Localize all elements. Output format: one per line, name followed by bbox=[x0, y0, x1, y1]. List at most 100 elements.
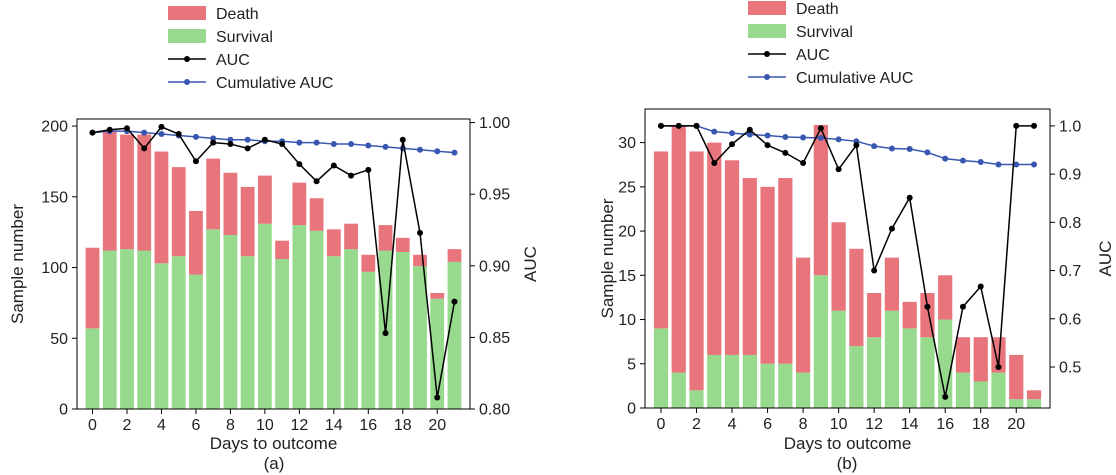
bar-death bbox=[378, 225, 393, 251]
auc-point bbox=[995, 364, 1002, 371]
cumulative-auc-point bbox=[782, 133, 789, 140]
y2-tick-label: 0.5 bbox=[1059, 360, 1081, 377]
x-tick-label: 10 bbox=[830, 416, 848, 433]
auc-point bbox=[729, 141, 736, 148]
x-tick-label: 0 bbox=[88, 417, 97, 434]
bar-death bbox=[447, 249, 462, 262]
bar-death bbox=[653, 151, 669, 329]
legend-label: Death bbox=[796, 1, 839, 18]
bar-death bbox=[85, 247, 100, 329]
y2-tick-label: 0.80 bbox=[479, 402, 510, 419]
bar-survival bbox=[973, 381, 988, 408]
bar-survival bbox=[395, 251, 410, 409]
auc-point bbox=[924, 303, 931, 310]
auc-point bbox=[399, 136, 406, 143]
auc-point bbox=[365, 166, 372, 173]
panel-label: (b) bbox=[837, 454, 858, 473]
auc-point bbox=[141, 145, 148, 152]
auc-point bbox=[210, 139, 217, 146]
bar-death bbox=[275, 240, 290, 260]
legend-label: Cumulative AUC bbox=[796, 70, 913, 87]
bar-survival bbox=[137, 250, 152, 409]
bar-survival bbox=[707, 354, 722, 408]
cumulative-auc-point bbox=[382, 143, 389, 150]
x-axis-label: Days to outcome bbox=[784, 434, 912, 453]
bar-survival bbox=[778, 363, 793, 408]
y2-tick-label: 1.00 bbox=[479, 115, 510, 132]
bar-death bbox=[938, 275, 953, 320]
auc-point bbox=[348, 172, 355, 179]
bar-death bbox=[760, 186, 775, 364]
auc-point bbox=[158, 123, 165, 130]
auc-point bbox=[244, 145, 251, 152]
panel-label: (a) bbox=[264, 454, 285, 473]
bar-death bbox=[902, 301, 917, 329]
bar-death bbox=[671, 124, 686, 373]
cumulative-auc-point bbox=[313, 139, 320, 146]
y-axis-label: Sample number bbox=[598, 198, 617, 318]
legend-marker-auc bbox=[184, 56, 190, 62]
legend-label: Death bbox=[216, 6, 259, 23]
bar-death bbox=[1009, 354, 1024, 400]
cumulative-auc-point bbox=[210, 135, 217, 142]
chart-panel-1: 0 2 4 6 8 10 12 14 16 18 200501001502000.800.850.9… bbox=[8, 6, 540, 473]
bar-death bbox=[223, 172, 238, 235]
bar-death bbox=[1026, 390, 1042, 400]
y-tick-label: 15 bbox=[618, 268, 636, 285]
bar-death bbox=[831, 222, 846, 311]
legend-swatch-death bbox=[748, 1, 786, 15]
bar-survival bbox=[760, 363, 775, 408]
bar-survival bbox=[849, 346, 864, 408]
legend-swatch-death bbox=[168, 6, 206, 20]
cumulative-auc-point bbox=[817, 134, 824, 141]
bar-survival bbox=[154, 263, 169, 409]
bar-survival bbox=[902, 328, 917, 408]
bar-death bbox=[973, 337, 988, 382]
bar-death bbox=[257, 175, 272, 224]
bar-survival bbox=[292, 225, 307, 409]
x-tick-label: 16 bbox=[359, 417, 377, 434]
cumulative-auc-point bbox=[417, 146, 424, 153]
x-tick-label: 18 bbox=[394, 417, 412, 434]
bar-death bbox=[240, 186, 255, 257]
x-axis-label: Days to outcome bbox=[210, 434, 338, 453]
bar-survival bbox=[240, 256, 255, 409]
auc-point bbox=[382, 330, 389, 337]
auc-point bbox=[746, 126, 753, 133]
bar-death bbox=[120, 134, 134, 250]
cumulative-auc-point bbox=[924, 149, 931, 156]
y2-tick-label: 1.0 bbox=[1059, 118, 1081, 135]
auc-point bbox=[711, 160, 718, 167]
x-tick-label: 10 bbox=[256, 417, 274, 434]
x-tick-label: 20 bbox=[1007, 416, 1025, 433]
bar-death bbox=[795, 257, 811, 373]
cumulative-auc-point bbox=[995, 161, 1002, 168]
legend: Death Survival AUC Cumulative AUC bbox=[748, 1, 913, 87]
legend-marker-cumulative-auc bbox=[184, 79, 190, 85]
cumulative-auc-point bbox=[906, 146, 913, 153]
cumulative-auc-line bbox=[660, 125, 1035, 166]
auc-point bbox=[675, 122, 682, 129]
bar-survival bbox=[671, 372, 686, 408]
cumulative-auc-point bbox=[158, 131, 165, 138]
y-tick-label: 0 bbox=[59, 402, 68, 419]
cumulative-auc-point bbox=[888, 145, 895, 152]
bar-death bbox=[395, 237, 410, 252]
cumulative-auc-point bbox=[711, 128, 718, 135]
bar-survival bbox=[653, 328, 669, 408]
y-tick-label: 200 bbox=[41, 119, 68, 136]
y2-tick-label: 0.6 bbox=[1059, 311, 1081, 328]
x-tick-label: 12 bbox=[865, 416, 883, 433]
y-axis-label: Sample number bbox=[8, 204, 27, 324]
x-tick-label: 2 bbox=[123, 417, 132, 434]
auc-point bbox=[417, 229, 424, 236]
y2-tick-label: 0.9 bbox=[1059, 167, 1081, 184]
legend-label: Survival bbox=[796, 24, 853, 41]
bar-death bbox=[813, 124, 828, 276]
cumulative-auc-point bbox=[141, 129, 148, 136]
bar-death bbox=[344, 223, 358, 250]
bar-death bbox=[778, 178, 793, 364]
bar-death bbox=[884, 257, 900, 311]
